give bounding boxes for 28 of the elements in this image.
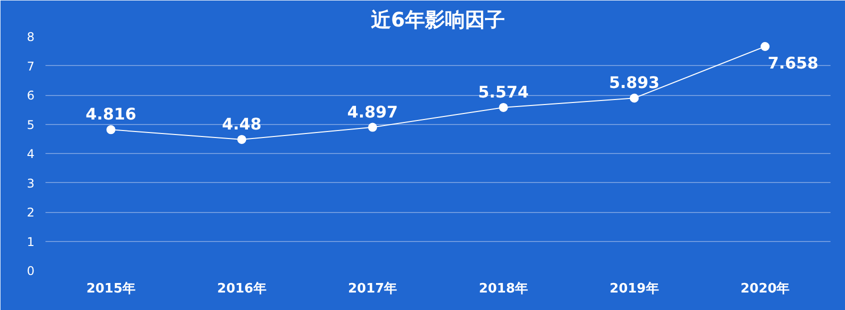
y-tick-label: 1 [26, 234, 35, 249]
point [237, 134, 246, 144]
data-label: 4.897 [347, 102, 398, 122]
point [760, 42, 770, 51]
data-label: 5.574 [478, 82, 529, 102]
x-tick-label: 2019年 [610, 282, 659, 296]
y-tick-label: 0 [26, 264, 35, 278]
y-tick-label: 2 [26, 206, 35, 220]
data-label: 4.48 [222, 114, 262, 134]
x-tick-label: 2016年 [217, 282, 266, 296]
x-tick-label: 2015年 [86, 282, 136, 296]
data-label: 4.816 [86, 104, 136, 124]
x-tick-label: 2017年 [348, 282, 398, 296]
data-label: 5.893 [608, 73, 660, 92]
y-tick-label: 6 [26, 88, 35, 102]
point [368, 122, 378, 132]
y-tick-label: 5 [26, 118, 35, 132]
chart-title: 近6年影响因子 [370, 8, 505, 32]
y-tick-label: 8 [26, 30, 35, 44]
point [106, 125, 116, 134]
y-tick-label: 3 [26, 176, 35, 190]
x-tick-label: 2020年 [740, 282, 790, 296]
point [630, 94, 639, 103]
data-label: 7.658 [768, 54, 818, 73]
x-tick-label: 2018年 [478, 282, 528, 296]
point [498, 102, 508, 112]
y-tick-label: 4 [26, 147, 35, 161]
y-tick-label: 7 [26, 59, 35, 74]
